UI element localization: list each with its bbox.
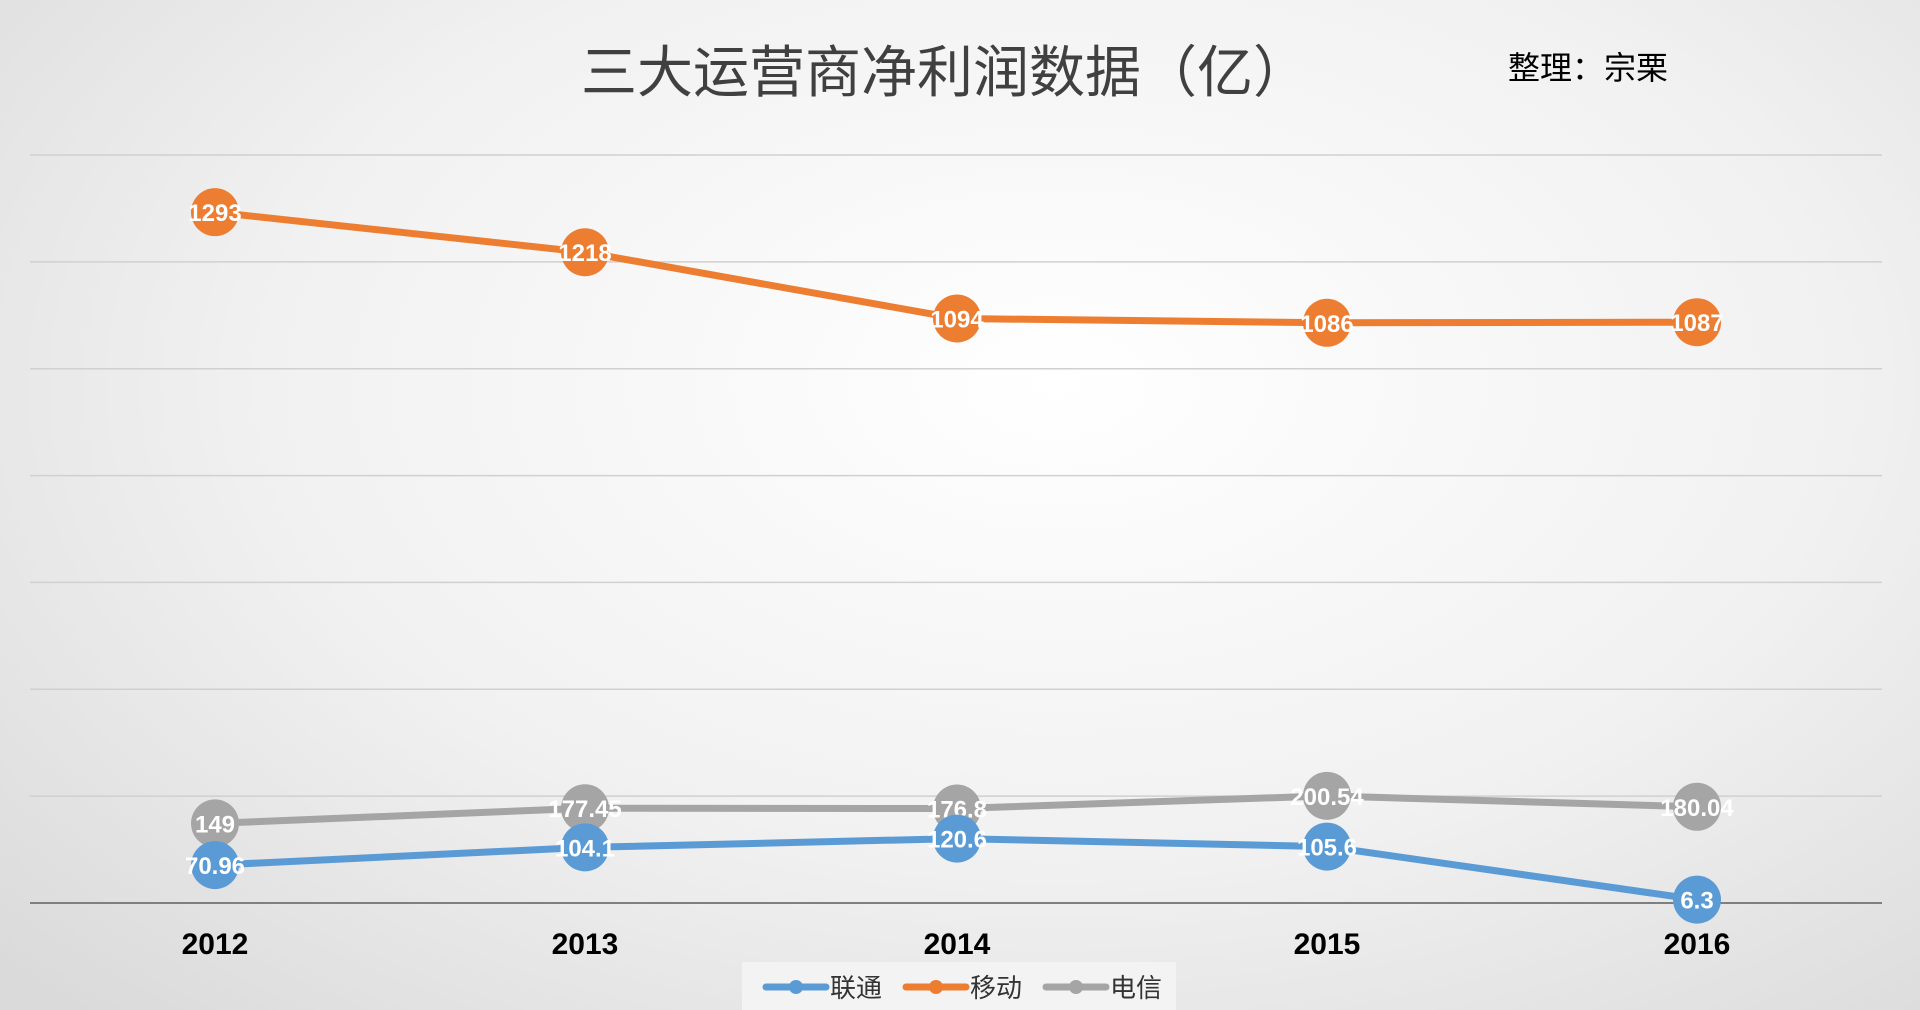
data-point	[191, 188, 239, 237]
data-point	[191, 799, 239, 848]
legend-marker	[929, 980, 943, 994]
data-label: 180.04	[1660, 795, 1734, 822]
x-tick-label: 2014	[924, 928, 991, 961]
data-label: 1218	[558, 240, 611, 267]
gridlines	[30, 154, 1882, 904]
data-label: 149	[195, 811, 235, 838]
data-point	[933, 814, 981, 863]
legend-label: 联通	[830, 974, 882, 1004]
legend-label: 电信	[1110, 974, 1162, 1004]
chart-title: 三大运营商净利润数据（亿）	[581, 41, 1309, 106]
data-label: 1293	[188, 200, 241, 227]
data-label: 1087	[1670, 310, 1723, 337]
data-label: 1094	[930, 306, 984, 333]
data-label: 6.3	[1680, 888, 1713, 915]
data-label: 1086	[1300, 311, 1353, 338]
data-point	[1673, 298, 1721, 347]
legend: 联通 移动 电信	[742, 962, 1176, 1010]
legend-marker	[1069, 980, 1083, 994]
data-point	[1303, 822, 1351, 871]
x-tick-label: 2013	[552, 928, 619, 961]
data-point	[561, 823, 609, 872]
data-point	[1673, 782, 1721, 831]
data-point	[191, 841, 239, 890]
data-point	[561, 228, 609, 277]
data-point	[1673, 875, 1721, 924]
data-point	[933, 294, 981, 343]
x-tick-label: 2016	[1664, 928, 1731, 961]
x-tick-label: 2015	[1294, 928, 1361, 961]
data-label: 200.54	[1290, 784, 1364, 811]
data-label: 70.96	[185, 853, 245, 880]
data-point	[561, 784, 609, 833]
x-axis-ticks: 2012 2013 2014 2015 2016	[182, 928, 1731, 961]
data-label: 105.6	[1297, 835, 1357, 862]
data-point	[1303, 771, 1351, 820]
x-tick-label: 2012	[182, 928, 249, 961]
data-label: 177.45	[548, 796, 621, 823]
legend-label: 移动	[970, 974, 1022, 1004]
data-point	[1303, 298, 1351, 347]
chart-note: 整理：宗栗	[1508, 49, 1668, 87]
legend-marker	[789, 980, 803, 994]
data-label: 120.6	[927, 827, 987, 854]
data-label: 104.1	[555, 835, 615, 862]
